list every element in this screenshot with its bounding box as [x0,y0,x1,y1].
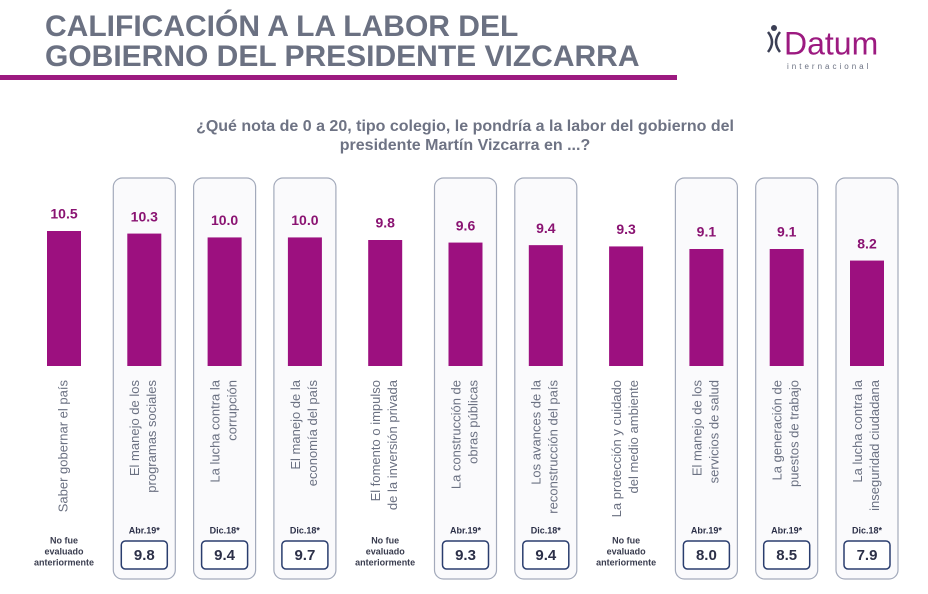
value-label: 8.2 [857,235,877,251]
previous-note: No fue [612,535,640,545]
bar [287,237,322,366]
previous-box [120,540,169,570]
bar [448,242,483,366]
previous-note: evaluado [366,546,406,556]
logo-icon [766,25,782,53]
previous-box [762,540,811,570]
previous-period: Abr.19* [691,525,723,535]
previous-value: 9.8 [134,547,155,564]
previous-value: 7.9 [857,547,878,564]
category-label: reconstrucción del país [546,380,561,514]
previous-period: Dic.18* [531,525,562,535]
previous-period: Dic.18* [210,525,241,535]
previous-box [843,540,891,570]
previous-value: 9.4 [535,547,557,564]
value-label: 10.0 [291,212,318,228]
category-label: servicios de salud [706,380,721,483]
category-label: programas sociales [144,380,159,493]
column-panel [433,177,498,580]
value-label: 9.8 [375,215,395,231]
previous-note: anteriormente [596,557,656,567]
value-label: 9.1 [697,224,717,240]
previous-value: 8.5 [776,547,797,564]
bar [207,237,242,366]
category-label: La lucha contra la [850,379,865,482]
bar [609,246,644,366]
category-label: corrupción [225,380,240,441]
category-label: La construcción de [448,380,463,489]
value-label: 9.3 [616,221,636,237]
title-line: CALIFICACIÓN A LA LABOR DEL [45,9,518,43]
bar [689,249,724,366]
value-label: 9.4 [536,220,556,236]
previous-note: No fue [50,535,78,545]
bar [769,249,804,366]
bar [850,260,884,366]
bar [47,231,81,366]
brand-tagline: internacional [787,62,871,71]
previous-period: Dic.18* [290,525,321,535]
previous-note: evaluado [607,546,647,556]
category-label: La lucha contra la [208,379,223,482]
previous-box [441,540,490,570]
category-label: del medio ambiente [626,380,641,493]
category-label: puestos de trabajo [787,380,802,487]
previous-note: evaluado [44,546,84,556]
category-label: obras públicas [465,380,480,464]
previous-period: Dic.18* [852,525,883,535]
bar [127,233,162,366]
subtitle-line: ¿Qué nota de 0 a 20, tipo colegio, le po… [196,118,734,135]
value-label: 10.0 [211,212,238,228]
brand-name: Datum [784,25,878,61]
previous-period: Abr.19* [129,525,161,535]
value-label: 9.1 [777,224,797,240]
previous-box [682,540,731,570]
category-label: El manejo de la [288,379,303,469]
previous-note: No fue [371,535,399,545]
category-label: La protección y cuidado [609,380,624,517]
category-label: Saber gobernar el país [55,380,70,513]
category-label: El fomento o impulso [368,380,383,501]
previous-box [200,540,249,570]
previous-value: 9.3 [455,547,476,564]
value-label: 10.3 [131,208,158,224]
value-label: 10.5 [50,206,77,222]
previous-note: anteriormente [355,557,415,567]
category-label: Los avances de la [529,379,544,485]
previous-box [281,540,329,570]
category-label: La generación de [770,380,785,480]
bar [528,245,563,366]
previous-value: 9.7 [294,547,315,564]
category-label: de la inversión privada [385,379,400,510]
category-label: El manejo de los [689,380,704,477]
previous-value: 8.0 [696,547,717,564]
title-rule [0,75,677,80]
previous-value: 9.4 [214,547,236,564]
previous-note: anteriormente [34,557,94,567]
previous-box [522,540,570,570]
column-panel [514,177,578,580]
category-label: inseguridad ciudadana [867,379,882,511]
subtitle-line: presidente Martín Vizcarra en ...? [340,137,590,154]
title-line: GOBIERNO DEL PRESIDENTE VIZCARRA [45,40,640,73]
value-label: 9.6 [456,217,476,233]
previous-period: Abr.19* [450,525,482,535]
previous-period: Abr.19* [771,525,803,535]
bar [368,240,403,366]
category-label: economía del país [305,380,320,487]
category-label: El manejo de los [127,380,142,477]
